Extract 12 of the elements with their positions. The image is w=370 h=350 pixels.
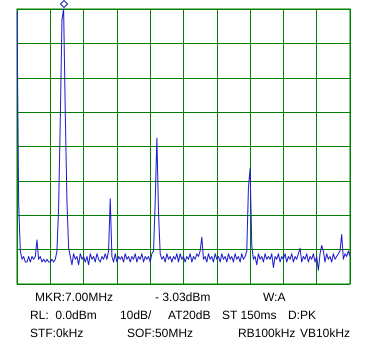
text: ST 150ms xyxy=(222,308,276,322)
text: RL: 0.0dBm xyxy=(30,308,97,322)
text: 10dB/ xyxy=(120,308,152,322)
text: RB100kHz xyxy=(238,326,296,340)
text: - 3.03dBm xyxy=(155,290,210,304)
text: SOF:50MHz xyxy=(127,326,194,340)
text: W:A xyxy=(263,290,286,304)
text: MKR:7.00MHz xyxy=(35,290,114,304)
text: STF:0kHz xyxy=(30,326,84,340)
text: VB10kHz xyxy=(300,326,350,340)
text: D:PK xyxy=(288,308,316,322)
text: AT20dB xyxy=(168,308,210,322)
